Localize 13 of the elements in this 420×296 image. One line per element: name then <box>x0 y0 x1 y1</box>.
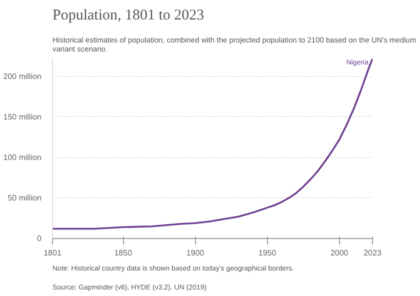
y-tick-label: 100 million <box>3 152 42 162</box>
y-tick-label: 50 million <box>8 193 42 202</box>
x-tick-label: 2023 <box>364 248 382 258</box>
y-tick-label: 0 <box>37 234 42 243</box>
y-tick-label: 200 million <box>3 72 42 81</box>
x-tick-label: 1850 <box>114 248 133 258</box>
chart-title: Population, 1801 to 2023 <box>52 8 204 24</box>
x-tick-label: 1950 <box>258 248 277 258</box>
y-tick-label: 150 million <box>3 112 42 122</box>
x-tick-label: 1801 <box>44 248 62 258</box>
line-series <box>52 58 372 230</box>
x-tick-label: 1900 <box>186 248 205 258</box>
x-tick-label: 2000 <box>330 248 349 258</box>
